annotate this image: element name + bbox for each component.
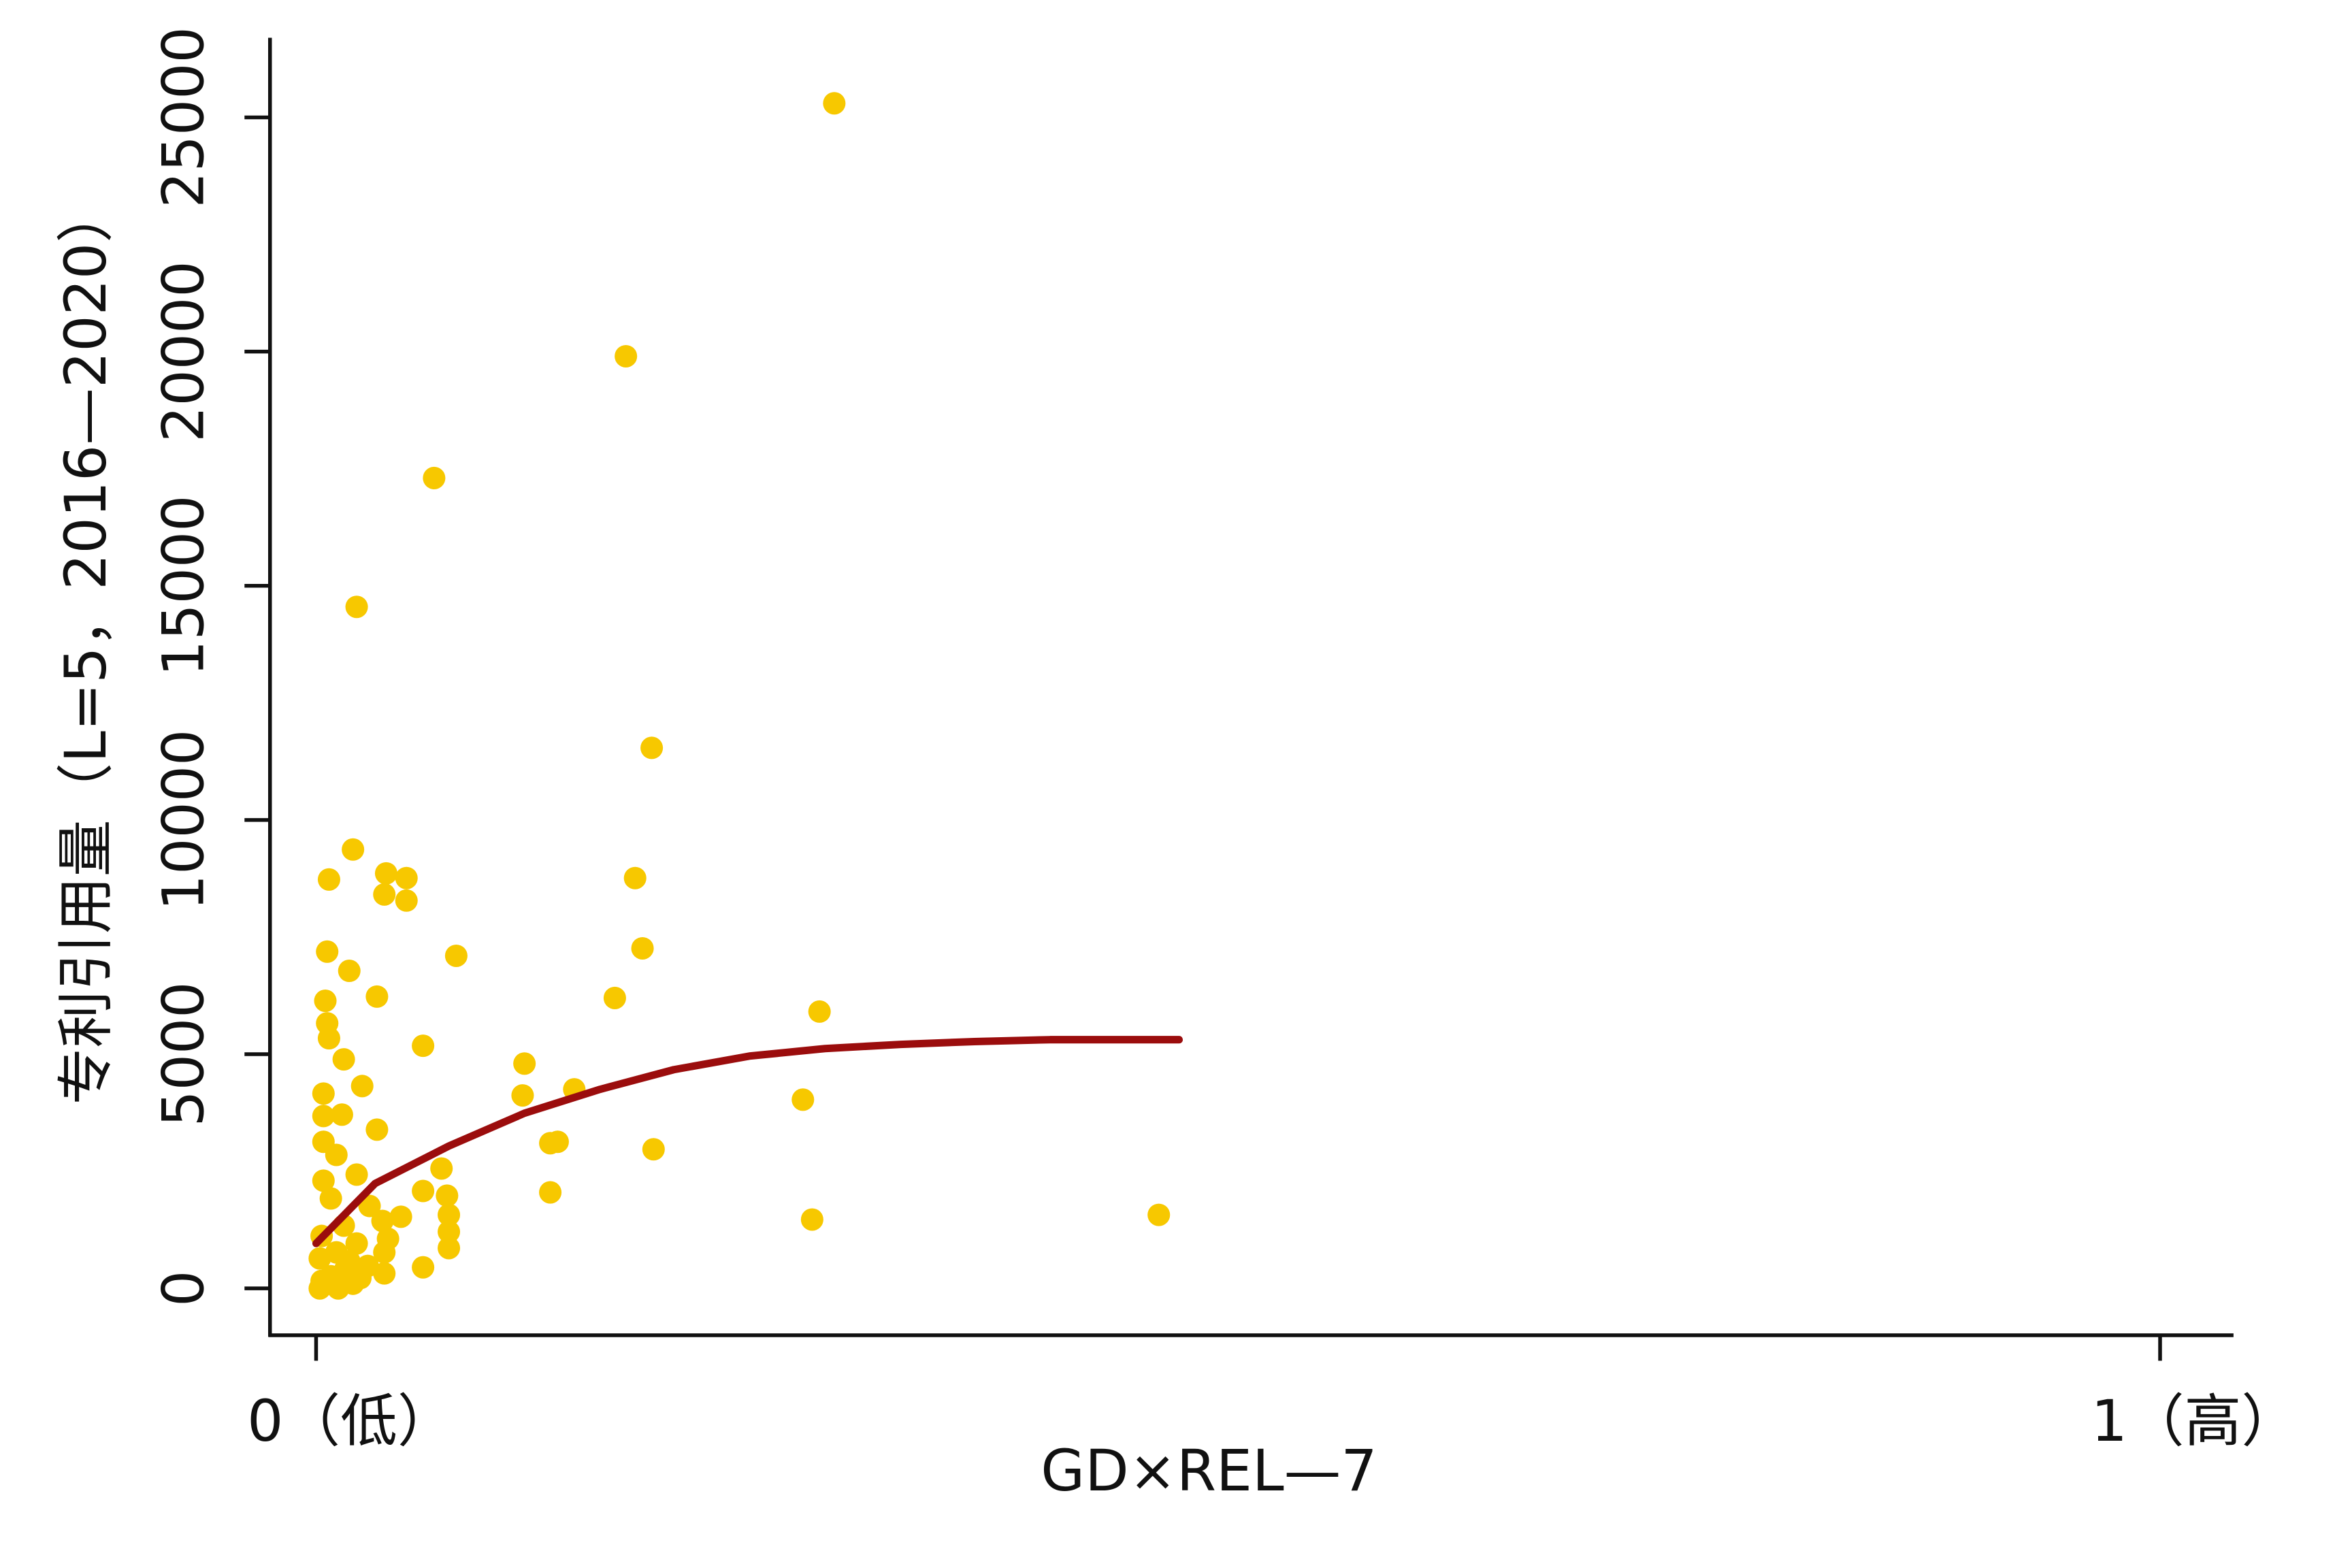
scatter-point — [319, 1187, 342, 1210]
scatter-point — [438, 1220, 461, 1243]
scatter-point — [312, 1082, 335, 1105]
y-tick-label: 10000 — [150, 730, 216, 911]
scatter-point — [373, 883, 396, 906]
scatter-point — [395, 889, 418, 912]
scatter-point — [631, 936, 654, 960]
scatter-point — [412, 1179, 435, 1203]
scatter-point — [358, 1194, 381, 1218]
y-tick-label: 25000 — [150, 27, 216, 208]
scatter-point — [332, 1048, 355, 1071]
scatter-point — [603, 986, 626, 1009]
scatter-point — [623, 866, 647, 889]
scatter-point — [371, 1209, 394, 1232]
scatter-point — [345, 1232, 368, 1255]
scatter-point — [640, 736, 664, 760]
x-tick-label: 1（高） — [2091, 1388, 2299, 1454]
scatter-point — [513, 1052, 536, 1075]
scatter-point — [317, 868, 340, 891]
scatter-point — [430, 1157, 453, 1180]
scatter-point — [615, 344, 638, 368]
scatter-point — [316, 940, 339, 963]
scatter-point — [310, 1269, 333, 1292]
scatter-point — [642, 1138, 665, 1161]
x-tick-label: 0（低） — [247, 1388, 455, 1454]
scatter-point — [345, 1163, 368, 1186]
scatter-point — [365, 1118, 389, 1141]
scatter-point — [312, 1105, 335, 1128]
scatter-point — [808, 1000, 831, 1023]
scatter-point — [539, 1132, 562, 1155]
scatter-point — [314, 990, 337, 1013]
scatter-point — [338, 959, 361, 983]
y-tick-label: 15000 — [150, 495, 216, 676]
scatter-point — [395, 866, 418, 889]
y-tick-label: 20000 — [150, 261, 216, 442]
scatter-point — [511, 1084, 534, 1107]
scatter-point — [423, 466, 446, 489]
x-axis-title: GD×REL—7 — [1041, 1437, 1377, 1504]
scatter-point — [389, 1205, 412, 1228]
scatter-point — [365, 985, 389, 1008]
y-axis-title: 专利引用量（L=5，2016—2020） — [52, 186, 119, 1105]
scatter-point — [330, 1103, 353, 1126]
scatter-point — [791, 1088, 815, 1111]
scatter-point — [539, 1181, 562, 1204]
y-tick-label: 5000 — [150, 981, 216, 1126]
scatter-point — [412, 1034, 435, 1058]
scatter-point — [1147, 1203, 1171, 1226]
y-tick-label: 0 — [150, 1271, 216, 1307]
scatter-point — [412, 1256, 435, 1279]
scatter-point — [444, 944, 468, 968]
scatter-point — [345, 595, 368, 619]
scatter-point — [325, 1143, 348, 1166]
scatter-point — [374, 862, 397, 885]
scatter-point — [308, 1247, 331, 1270]
scatter-point — [317, 1027, 340, 1050]
scatter-point — [823, 92, 846, 115]
scatter-point — [438, 1237, 461, 1260]
scatter-point — [438, 1203, 461, 1226]
scatter-point — [436, 1184, 459, 1207]
scatter-point — [334, 1257, 357, 1280]
fit-line — [312, 1036, 1183, 1247]
scatter-point — [356, 1254, 379, 1277]
scatter-point — [350, 1075, 374, 1098]
scatter-point — [373, 1241, 396, 1264]
scatter-point — [800, 1208, 823, 1231]
scatter-point — [342, 838, 365, 861]
scatter-point — [312, 1169, 335, 1192]
